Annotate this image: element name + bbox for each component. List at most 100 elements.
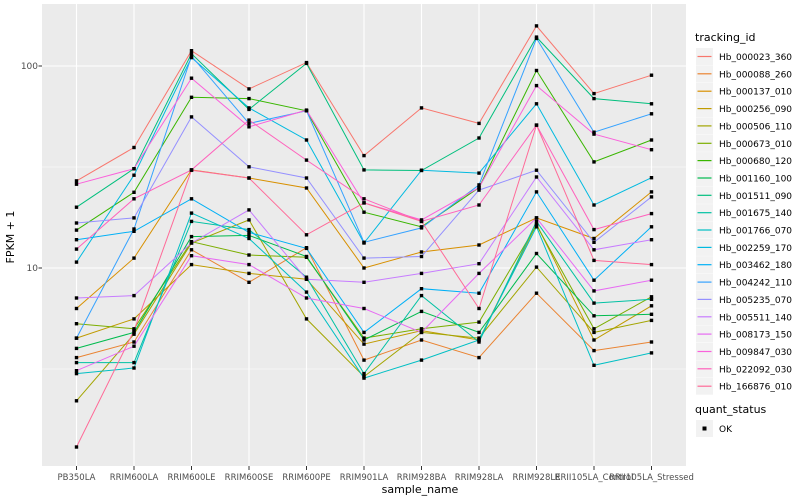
x-tick-label: RRII105LA_Stressed: [609, 473, 694, 483]
point-marker: [534, 216, 539, 220]
legend-entry: Hb_000256_090: [696, 100, 792, 118]
legend-label: Hb_005511_140: [719, 313, 792, 323]
point-marker: [304, 233, 309, 237]
point-marker: [419, 338, 424, 342]
point-marker: [132, 293, 136, 298]
point-marker: [477, 306, 481, 311]
point-marker: [477, 271, 481, 276]
point-marker: [247, 262, 251, 267]
point-marker: [247, 271, 251, 276]
point-marker: [477, 171, 481, 175]
point-marker: [247, 121, 251, 126]
point-marker: [592, 278, 596, 282]
point-marker: [477, 243, 481, 247]
point-marker: [534, 175, 539, 179]
point-marker: [649, 238, 654, 242]
y-axis-title: FPKM + 1: [4, 211, 17, 264]
legend-entry: Hb_002259_170: [696, 238, 792, 256]
legend-entry: Hb_000088_260: [696, 65, 792, 83]
point-marker: [649, 278, 654, 282]
point-marker: [74, 182, 79, 186]
point-marker: [132, 344, 136, 348]
point-marker: [592, 227, 596, 232]
point-marker: [419, 327, 424, 331]
point-marker: [247, 236, 251, 241]
point-marker: [362, 210, 366, 214]
point-marker: [189, 76, 194, 80]
point-marker: [534, 68, 539, 73]
point-marker: [592, 314, 596, 318]
point-marker: [649, 211, 654, 216]
point-marker: [74, 179, 79, 183]
point-marker: [189, 219, 194, 224]
point-marker: [247, 208, 251, 212]
point-marker: [189, 95, 194, 99]
point-marker: [419, 106, 424, 110]
point-marker: [419, 254, 424, 259]
point-marker: [592, 327, 596, 331]
point-marker: [419, 271, 424, 276]
point-marker: [304, 254, 309, 259]
point-marker: [74, 247, 79, 251]
point-marker: [247, 118, 251, 122]
point-marker: [132, 328, 136, 333]
point-marker: [362, 338, 366, 342]
point-marker: [132, 317, 136, 321]
point-marker: [247, 230, 251, 235]
point-marker: [132, 229, 136, 233]
point-marker: [592, 363, 596, 367]
legend-entry: Hb_166876_010: [696, 377, 792, 395]
point-marker: [592, 203, 596, 207]
point-marker: [477, 336, 481, 340]
point-marker: [247, 280, 251, 284]
point-marker: [477, 183, 481, 187]
point-marker: [132, 197, 136, 201]
point-marker: [592, 338, 596, 342]
point-marker: [247, 165, 251, 169]
point-marker: [419, 309, 424, 314]
point-marker: [419, 250, 424, 254]
point-marker: [304, 246, 309, 251]
legend-entry: Hb_000673_010: [696, 134, 792, 152]
point-marker: [649, 138, 654, 142]
point-marker: [189, 234, 194, 239]
point-marker: [534, 168, 539, 172]
point-marker: [477, 291, 481, 295]
point-marker: [189, 168, 194, 172]
point-marker: [247, 125, 251, 129]
legend-label: Hb_000680_120: [719, 157, 792, 167]
legend-entry: Hb_022092_030: [696, 360, 792, 378]
point-marker: [74, 228, 79, 232]
x-tick-label: PB350LA: [58, 473, 96, 483]
legend-entry-ok: OK: [696, 420, 733, 437]
point-marker: [304, 317, 309, 321]
point-marker: [304, 296, 309, 300]
point-marker: [362, 197, 366, 201]
point-marker: [189, 262, 194, 267]
point-marker: [362, 256, 366, 260]
point-marker: [247, 233, 251, 238]
point-marker: [74, 399, 79, 403]
legend-label: Hb_000673_010: [719, 140, 792, 150]
x-tick-label: RRIM600LA: [110, 473, 159, 483]
legend-label: Hb_002259_170: [719, 244, 792, 254]
point-marker: [649, 297, 654, 301]
point-marker: [592, 91, 596, 96]
point-marker: [74, 260, 79, 264]
legend-label: Hb_005235_070: [719, 296, 792, 306]
x-tick-label: RRIM928BA: [397, 473, 447, 483]
ok-square-marker-icon: [702, 426, 707, 431]
point-marker: [304, 277, 309, 281]
x-tick-label: RRIM600LE: [168, 473, 216, 483]
point-marker: [304, 176, 309, 180]
x-tick-label: RRIM928LE: [513, 473, 561, 483]
point-marker: [592, 132, 596, 136]
point-marker: [534, 219, 539, 224]
point-marker: [74, 296, 79, 300]
point-marker: [477, 330, 481, 335]
point-marker: [534, 102, 539, 106]
point-marker: [592, 160, 596, 164]
x-tick-label: RRII105LA_Control: [555, 473, 634, 483]
legend-entry: Hb_001160_100: [696, 169, 792, 187]
point-marker: [132, 330, 136, 335]
